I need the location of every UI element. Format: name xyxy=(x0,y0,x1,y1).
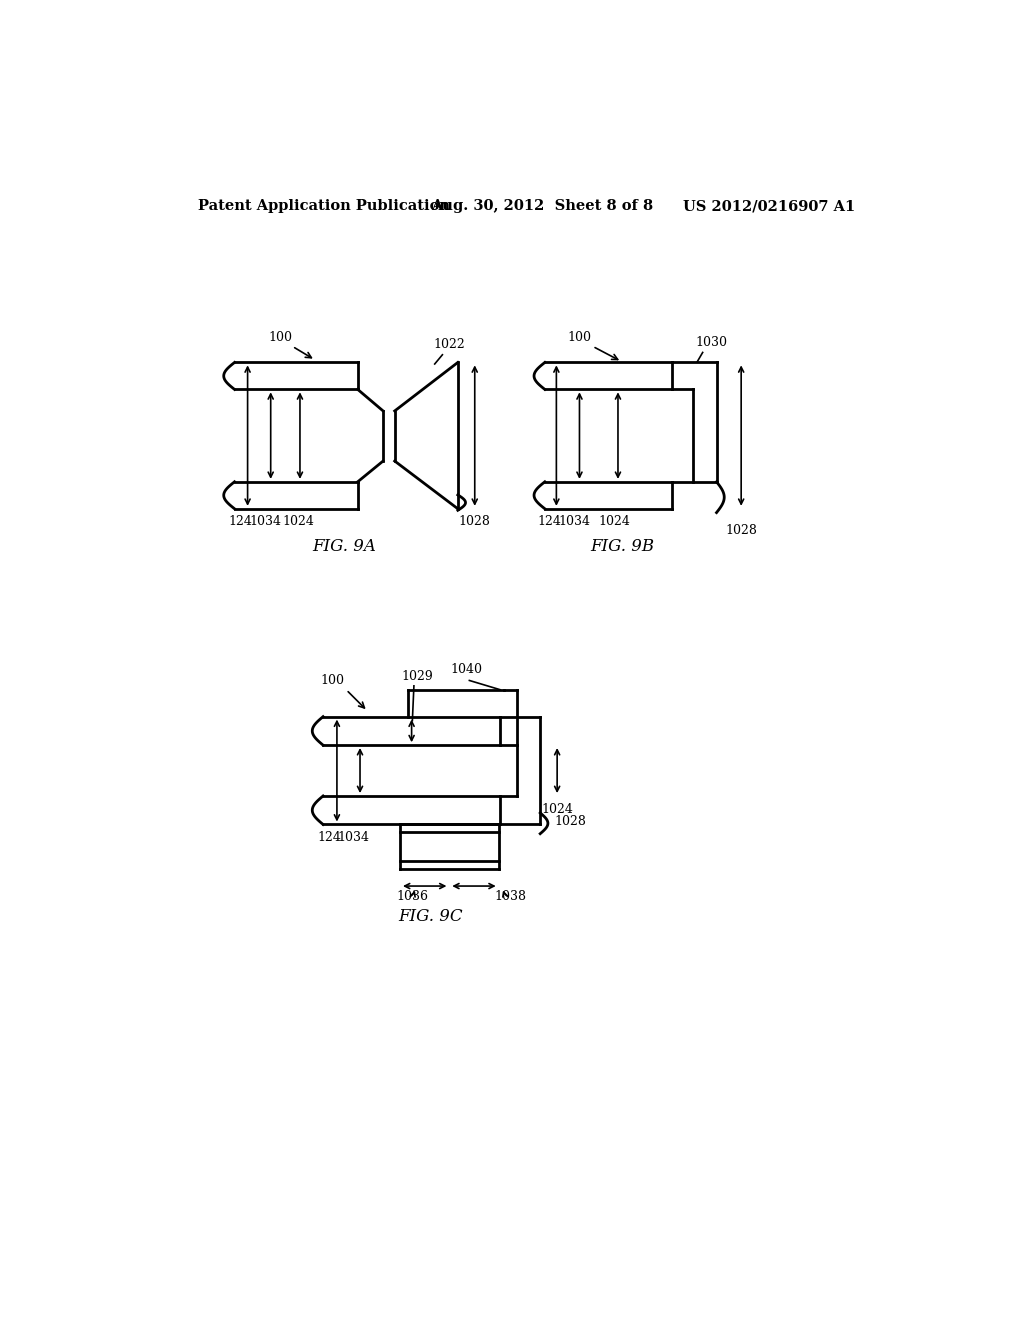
Text: 100: 100 xyxy=(567,331,592,345)
Text: 1034: 1034 xyxy=(249,515,282,528)
Text: 124: 124 xyxy=(538,515,561,528)
Text: 1028: 1028 xyxy=(459,515,490,528)
Text: 1029: 1029 xyxy=(401,671,433,684)
Text: 1022: 1022 xyxy=(433,338,465,351)
Text: 1040: 1040 xyxy=(451,663,482,676)
Text: FIG. 9C: FIG. 9C xyxy=(398,908,463,925)
Text: US 2012/0216907 A1: US 2012/0216907 A1 xyxy=(683,199,856,213)
Text: 1036: 1036 xyxy=(396,890,428,903)
Text: 1024: 1024 xyxy=(542,803,573,816)
Text: 124: 124 xyxy=(317,832,341,845)
Text: 1024: 1024 xyxy=(283,515,314,528)
Text: Patent Application Publication: Patent Application Publication xyxy=(199,199,451,213)
Text: Aug. 30, 2012  Sheet 8 of 8: Aug. 30, 2012 Sheet 8 of 8 xyxy=(431,199,653,213)
Text: 1030: 1030 xyxy=(695,337,727,350)
Text: 1034: 1034 xyxy=(558,515,590,528)
Text: 1028: 1028 xyxy=(554,816,586,828)
Text: FIG. 9B: FIG. 9B xyxy=(590,539,654,556)
Text: FIG. 9A: FIG. 9A xyxy=(312,539,377,556)
Text: 1028: 1028 xyxy=(725,524,757,537)
Text: 124: 124 xyxy=(228,515,252,528)
Text: 1038: 1038 xyxy=(495,890,526,903)
Text: 1024: 1024 xyxy=(598,515,630,528)
Text: 1034: 1034 xyxy=(338,832,370,845)
Text: 100: 100 xyxy=(321,673,344,686)
Text: 100: 100 xyxy=(268,331,293,345)
